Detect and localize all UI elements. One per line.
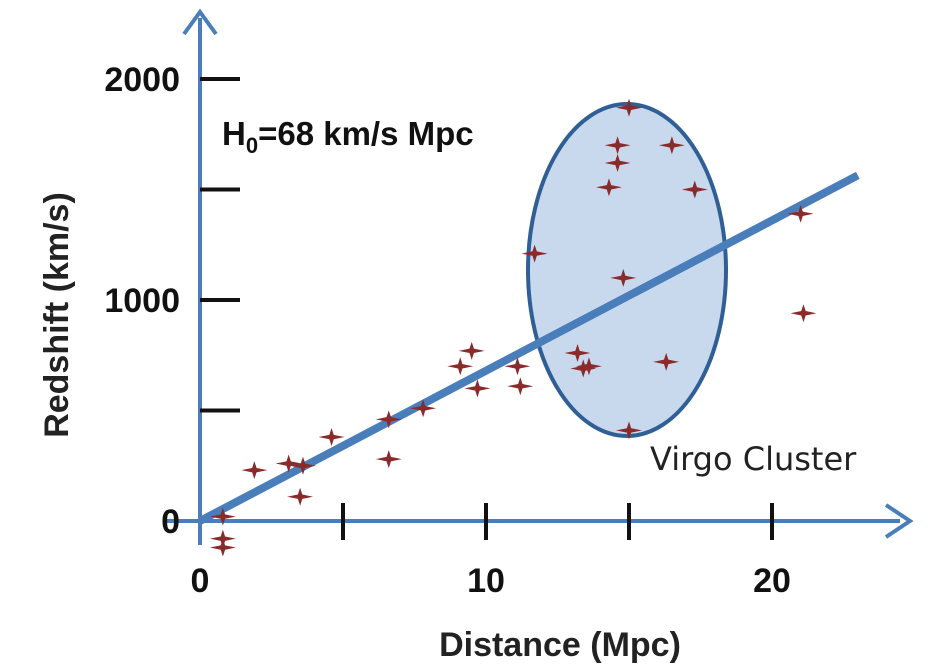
data-point [318,428,345,447]
data-point [575,357,602,376]
data-point [289,456,316,475]
data-point [375,410,402,429]
data-point [241,461,268,480]
data-point [447,357,474,376]
labels: Distance (Mpc) Redshift (km/s) H0=68 km/… [38,61,857,664]
data-point [604,153,631,172]
data-point [595,178,622,197]
data-point [616,421,642,440]
axes [165,8,914,545]
data-point [653,352,680,371]
data-point [275,454,302,473]
x-axis-label: Distance (Mpc) [439,626,681,664]
fit-line-layer [198,171,860,525]
hubble-constant-symbol: H [222,115,246,152]
x-tick-label: 20 [753,562,791,600]
y-tick-label: 1000 [104,282,180,320]
data-point [604,136,631,155]
data-points [209,98,817,557]
data-point [504,357,531,376]
y-tick-label: 2000 [104,61,180,99]
hubble-constant-annotation: H0=68 km/s Mpc [222,115,474,158]
data-point [564,344,591,363]
data-point [287,487,314,506]
hubble-constant-value: =68 km/s Mpc [258,115,474,152]
data-point [209,507,236,526]
data-point [458,341,485,360]
x-tick-label: 10 [467,562,505,600]
y-tick-label: 0 [161,503,180,541]
data-point [610,268,637,287]
y-axis-label: Redshift (km/s) [38,192,76,438]
data-point [790,304,817,323]
x-axis-arrowhead [884,503,914,539]
data-point [375,450,402,469]
data-point [507,377,534,396]
hubble-constant-subscript: 0 [246,133,258,158]
data-point [658,136,685,155]
y-axis-arrowhead [182,8,218,36]
hubble-fit-line [198,171,860,525]
data-point [570,359,597,378]
virgo-cluster-region-layer [526,102,728,438]
data-point [681,180,708,199]
data-point [616,98,642,117]
virgo-cluster-label: Virgo Cluster [650,440,857,478]
data-point [521,244,548,263]
x-tick-label: 0 [191,562,210,600]
data-point [209,538,236,557]
data-point [787,204,814,223]
data-point [464,379,491,398]
virgo-cluster-ellipse [526,102,728,438]
data-point [410,399,437,418]
